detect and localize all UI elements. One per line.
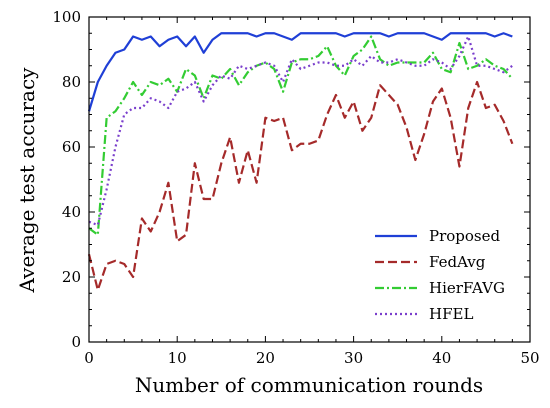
series-line-proposed — [87, 32, 513, 112]
x-tick-label: 50 — [520, 349, 539, 367]
ticks-layer: 0 10 20 30 40 50 0 20 40 60 80 100 — [52, 8, 539, 367]
y-tick-label: 20 — [62, 268, 81, 286]
series-layer — [87, 32, 514, 292]
x-tick-label: 0 — [84, 349, 94, 367]
x-axis-label: Number of communication rounds — [135, 373, 483, 397]
legend-label-fedavg: FedAvg — [429, 253, 486, 271]
y-tick-label: 80 — [62, 73, 81, 91]
y-tick-label: 100 — [52, 8, 81, 26]
x-tick-label: 20 — [256, 349, 275, 367]
x-tick-label: 10 — [168, 349, 187, 367]
legend-label-proposed: Proposed — [429, 227, 501, 245]
legend-label-hierfavg: HierFAVG — [429, 279, 505, 297]
series-line-hierfavg — [88, 35, 514, 236]
legend: Proposed FedAvg HierFAVG HFEL — [375, 227, 505, 323]
legend-label-hfel: HFEL — [429, 305, 473, 323]
x-tick-label: 40 — [432, 349, 451, 367]
series-line-hfel — [88, 35, 514, 227]
x-tick-label: 30 — [344, 349, 363, 367]
series-line-fedavg — [87, 80, 514, 292]
y-tick-label: 0 — [71, 333, 81, 351]
y-tick-label: 60 — [62, 138, 81, 156]
y-tick-label: 40 — [62, 203, 81, 221]
y-axis-label: Average test accuracy — [15, 67, 39, 294]
